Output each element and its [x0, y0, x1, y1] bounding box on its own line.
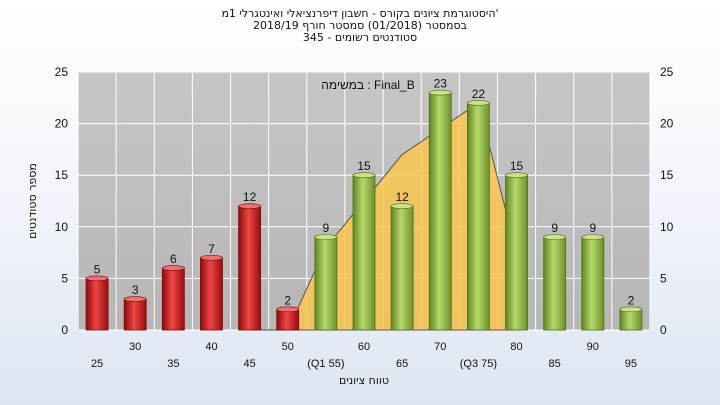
bar-top-cap	[314, 234, 338, 240]
bar-65	[390, 205, 414, 331]
data-label: 3	[132, 283, 139, 297]
data-label: 6	[170, 252, 177, 266]
data-label: 12	[395, 190, 409, 204]
chart-subtitle-students: סטודנטים רשומים - 345	[302, 31, 418, 44]
data-label: 15	[510, 159, 524, 173]
bar-95	[619, 308, 643, 331]
bar-top-cap	[238, 203, 261, 209]
bar-30	[123, 298, 147, 331]
y-tick-label-right: 20	[660, 117, 674, 131]
x-axis-label: טווח ציונים	[339, 374, 389, 387]
y-tick-label-left: 25	[55, 65, 69, 79]
x-tick-label: 25	[91, 358, 103, 370]
y-tick-label-left: 10	[55, 220, 69, 234]
bar-top-cap	[276, 306, 300, 313]
bar-60	[352, 174, 376, 331]
bar-top-cap	[352, 172, 376, 178]
x-tick-label: 85	[549, 358, 561, 370]
bar-top-cap	[85, 275, 109, 282]
data-label: 9	[589, 221, 596, 235]
y-tick-label-left: 0	[61, 323, 68, 337]
bar-35	[161, 267, 185, 331]
y-tick-label-left: 5	[61, 271, 68, 285]
bar-50	[276, 308, 300, 331]
bar-(Q3 75)	[466, 102, 490, 331]
data-label: 2	[628, 293, 635, 307]
x-tick-label: 35	[167, 358, 179, 370]
data-label: 9	[323, 221, 330, 235]
y-tick-label-right: 10	[660, 220, 674, 234]
y-tick-label-left: 15	[55, 168, 69, 182]
bar-top-cap	[390, 203, 414, 209]
data-label: 23	[434, 77, 448, 91]
data-label: 2	[284, 293, 291, 307]
y-tick-label-right: 15	[660, 168, 674, 182]
bar-85	[543, 236, 567, 331]
bar-(Q1 55)	[314, 236, 338, 331]
x-tick-label: 95	[625, 358, 637, 370]
data-label: 9	[551, 221, 558, 235]
bar-top-cap	[123, 296, 147, 302]
x-tick-label: (Q1 55)	[307, 358, 344, 370]
y-tick-label-right: 25	[660, 65, 674, 79]
chart-subtitle-semester: בסמסטר (01/2018) סמסטר חורף 2018/19	[253, 19, 467, 32]
bar-70	[428, 92, 452, 331]
bar-top-cap	[200, 254, 223, 261]
data-label: 12	[243, 190, 257, 204]
bar-80	[505, 174, 528, 331]
x-tick-label: 45	[243, 358, 255, 370]
x-tick-label: 50	[282, 341, 294, 353]
chart-title: 'היסטוגרמת ציונים בקורס - חשבון דיפרנציא…	[221, 7, 499, 20]
x-tick-label: 90	[587, 341, 599, 353]
x-tick-label: 65	[396, 358, 408, 370]
x-tick-label: 70	[434, 341, 446, 353]
bar-top-cap	[162, 265, 185, 271]
bar-40	[200, 257, 223, 331]
bar-top-cap	[467, 100, 490, 106]
y-tick-label-right: 0	[660, 323, 667, 337]
bar-top-cap	[543, 234, 566, 240]
x-tick-label: 60	[358, 341, 370, 353]
data-label: 22	[472, 87, 486, 101]
bar-top-cap	[505, 172, 528, 178]
bar-top-cap	[428, 89, 452, 96]
bar-45	[238, 205, 262, 331]
y-tick-label-right: 5	[660, 271, 667, 285]
y-tick-label-left: 20	[55, 117, 69, 131]
chart-annotation: Final_B : במשימה	[321, 78, 414, 92]
data-label: 15	[357, 159, 371, 173]
bar-25	[85, 277, 109, 331]
bar-top-cap	[619, 306, 643, 313]
x-tick-label: (Q3 75)	[460, 358, 497, 370]
x-tick-label: 30	[129, 341, 141, 353]
bar-top-cap	[581, 234, 605, 240]
data-label: 5	[94, 262, 101, 276]
x-tick-label: 80	[510, 341, 522, 353]
x-tick-label: 40	[205, 341, 217, 353]
y-axis-label: מספר סטודנטים	[26, 163, 39, 239]
chart-titles: 'היסטוגרמת ציונים בקורס - חשבון דיפרנציא…	[0, 8, 720, 44]
bar-90	[581, 236, 605, 331]
data-label: 7	[208, 242, 215, 256]
